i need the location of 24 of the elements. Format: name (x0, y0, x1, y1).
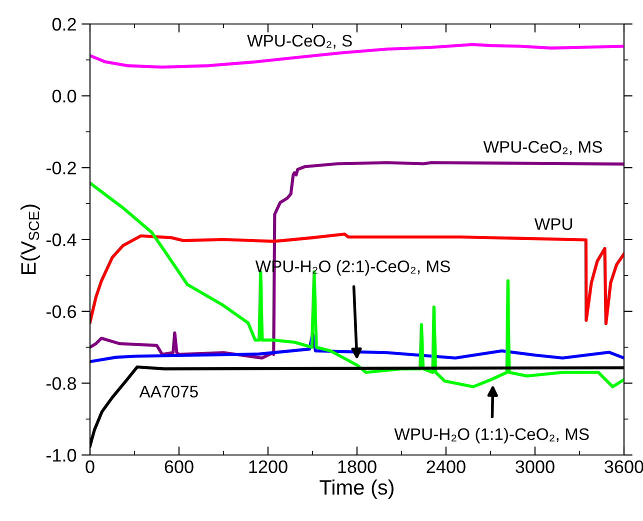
x-tick-label: 2400 (426, 460, 466, 474)
annotation: WPU (534, 218, 572, 230)
y-tick-label: -0.2 (46, 162, 76, 174)
annotation: WPU-CeO₂, MS (483, 141, 602, 155)
annotation: AA7075 (139, 386, 198, 398)
x-tick-label: 600 (164, 460, 194, 474)
x-tick-label: 3600 (604, 460, 643, 474)
x-tick-label: 1800 (338, 460, 376, 474)
y-tick-label: -1.0 (46, 448, 76, 462)
annotation: WPU-H₂O (1:1)-CeO₂, MS (394, 428, 589, 444)
annotation: WPU-CeO₂, S (247, 34, 352, 49)
x-tick-label: 1200 (249, 460, 288, 474)
y-tick-label: 0.2 (52, 18, 76, 31)
line-series (90, 332, 624, 364)
y-tick-label: -0.4 (46, 233, 76, 246)
x-tick-label: 0 (86, 460, 94, 474)
x-axis-title: Time (s) (320, 479, 394, 499)
line-series (90, 232, 624, 326)
x-tick-label: 3000 (516, 460, 554, 474)
y-axis-title: E(V$_{SCE}$) (20, 204, 40, 274)
line-series (90, 161, 624, 360)
y-tick-label: -0.6 (46, 305, 76, 318)
y-tick-label: 0.0 (52, 90, 76, 103)
y-tick-label: -0.8 (46, 377, 76, 390)
